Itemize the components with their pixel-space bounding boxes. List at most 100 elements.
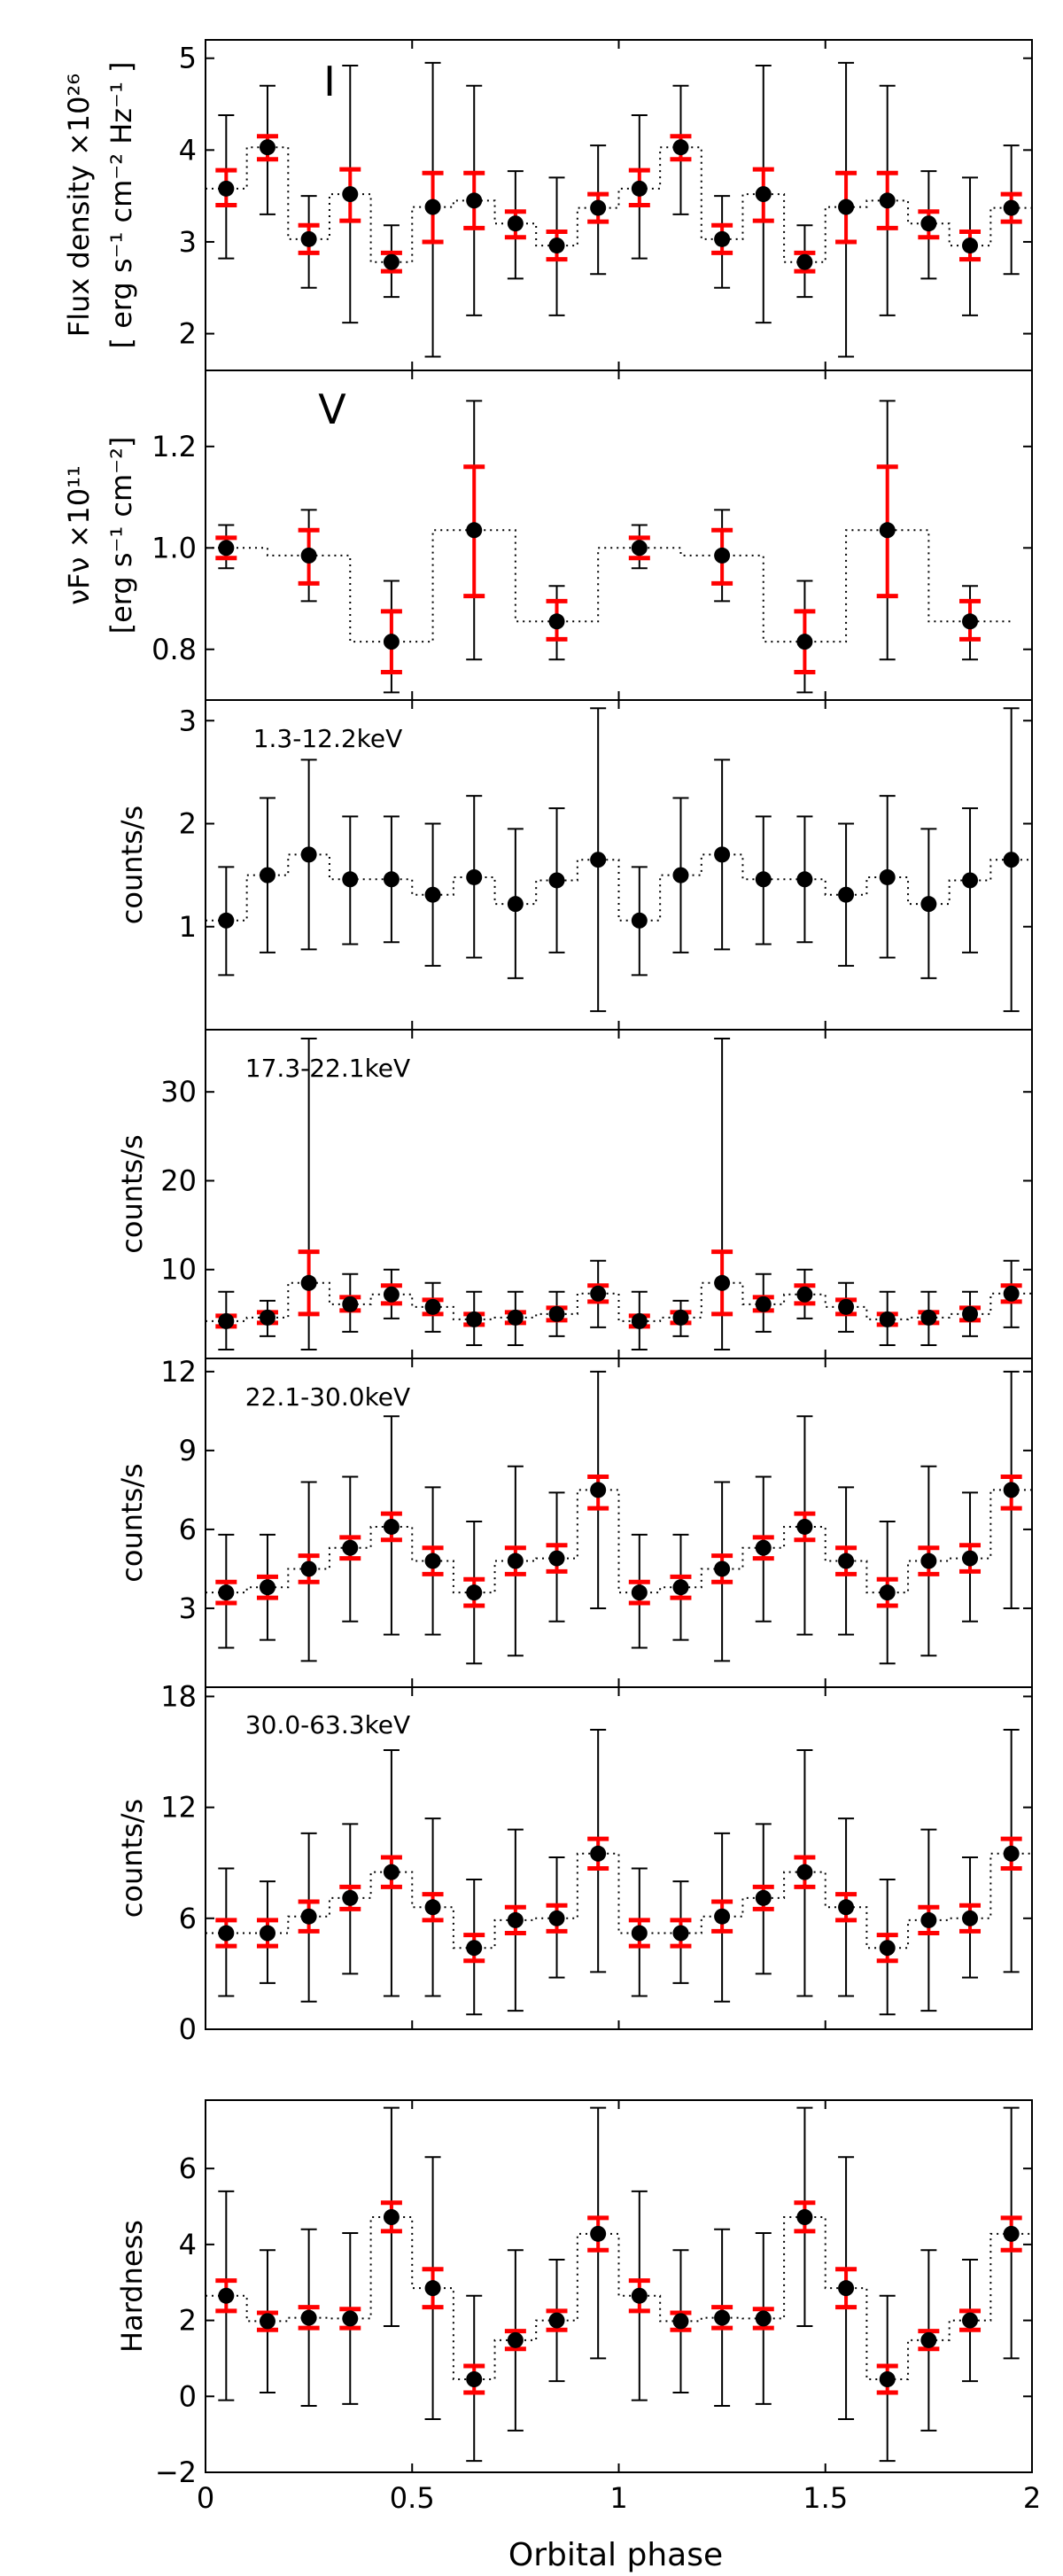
panel-annotation: 22.1-30.0keV <box>245 1382 410 1412</box>
data-point <box>424 198 441 215</box>
x-tick-label: 1.5 <box>803 2481 848 2515</box>
data-point <box>796 1864 813 1880</box>
data-point <box>548 1910 565 1926</box>
data-point <box>342 186 359 203</box>
data-point <box>548 1305 565 1322</box>
data-point <box>796 253 813 270</box>
data-point <box>755 1889 772 1906</box>
data-point <box>507 2331 524 2348</box>
panel-x3: 3 6 9 12 counts/s 22.1-30.0keV <box>115 1355 1033 1688</box>
data-point <box>962 1550 979 1567</box>
data-point <box>714 1908 731 1925</box>
data-point <box>218 540 235 556</box>
y-tick-label: 0 <box>179 2379 197 2413</box>
data-point <box>342 871 359 888</box>
y-tick-label: 2 <box>179 2304 197 2338</box>
data-point <box>920 1911 937 1928</box>
data-point <box>838 198 855 215</box>
data-point <box>466 1311 483 1327</box>
data-point <box>218 2287 235 2304</box>
data-point <box>879 1584 896 1601</box>
y-axis-label: νFν ×10¹¹ <box>62 465 96 605</box>
data-point <box>1003 852 1020 868</box>
data-point <box>1003 199 1020 216</box>
data-point <box>1003 2225 1020 2242</box>
data-point <box>548 1550 565 1567</box>
data-point <box>383 634 400 650</box>
data-point <box>1003 1845 1020 1862</box>
data-point <box>962 1305 979 1322</box>
data-point <box>259 1309 275 1326</box>
step-line <box>206 1852 1032 1950</box>
y-tick-label: 12 <box>160 1791 197 1825</box>
y-tick-label: 3 <box>179 1592 197 1625</box>
data-point <box>383 253 400 270</box>
y-tick-label: −2 <box>155 2455 197 2489</box>
data-point <box>714 230 731 247</box>
x-tick-label: 0.5 <box>390 2481 435 2515</box>
data-point <box>466 1584 483 1601</box>
y-tick-label: 1 <box>179 910 197 944</box>
data-point <box>548 237 565 254</box>
y-tick-label: 9 <box>179 1434 197 1467</box>
y-tick-label: 4 <box>179 2228 197 2261</box>
data-point <box>838 886 855 903</box>
y-tick-label: 4 <box>179 133 197 167</box>
y-tick-label: 6 <box>179 1902 197 1935</box>
data-point <box>672 1925 689 1942</box>
y-axis-label: Flux density ×10²⁶ <box>62 74 96 337</box>
data-point <box>548 2312 565 2329</box>
data-point <box>590 1482 607 1498</box>
data-point <box>631 180 648 197</box>
data-point <box>714 1560 731 1577</box>
data-point <box>218 1312 235 1329</box>
data-point <box>218 180 235 197</box>
data-point <box>507 1911 524 1928</box>
y-tick-label: 0.8 <box>151 633 197 666</box>
y-tick-label: 20 <box>160 1163 197 1197</box>
data-point <box>466 2371 483 2387</box>
data-point <box>631 912 648 929</box>
x-axis-label: Orbital phase <box>508 2537 723 2573</box>
data-point <box>1003 1285 1020 1302</box>
panel-annotation: I <box>323 58 336 105</box>
data-point <box>838 1899 855 1916</box>
y-axis-label: [erg s⁻¹ cm⁻²] <box>105 437 138 634</box>
data-point <box>590 199 607 216</box>
data-point <box>879 1940 896 1957</box>
data-point <box>755 1296 772 1312</box>
panel-annotation: 30.0-63.3keV <box>245 1710 410 1739</box>
data-point <box>259 139 275 156</box>
data-point <box>466 868 483 885</box>
data-point <box>424 886 441 903</box>
data-point <box>920 896 937 913</box>
data-point <box>590 1845 607 1862</box>
y-tick-label: 30 <box>160 1075 197 1109</box>
y-axis-label: counts/s <box>115 805 149 924</box>
data-point <box>548 613 565 630</box>
x-tick-label: 2 <box>1023 2481 1041 2515</box>
data-point <box>383 2209 400 2225</box>
y-tick-label: 2 <box>179 807 197 841</box>
data-point <box>920 215 937 232</box>
data-point <box>590 2225 607 2242</box>
data-point <box>920 2331 937 2348</box>
data-point <box>672 1309 689 1326</box>
x-tick-label: 0 <box>197 2481 214 2515</box>
data-point <box>507 215 524 232</box>
data-point <box>879 868 896 885</box>
data-point <box>1003 1482 1020 1498</box>
data-point <box>466 192 483 209</box>
panel-x4: 0 6 12 18 counts/s 30.0-63.3keV <box>115 1679 1033 2046</box>
data-point <box>259 1925 275 1942</box>
data-point <box>383 1864 400 1880</box>
y-axis-label: counts/s <box>115 1799 149 1918</box>
y-axis-label: Hardness <box>115 2220 149 2353</box>
y-axis-label: counts/s <box>115 1463 149 1582</box>
data-point <box>300 547 317 564</box>
data-point <box>300 1908 317 1925</box>
y-tick-label: 12 <box>160 1355 197 1389</box>
y-tick-label: 6 <box>179 1513 197 1546</box>
data-point <box>507 1553 524 1569</box>
